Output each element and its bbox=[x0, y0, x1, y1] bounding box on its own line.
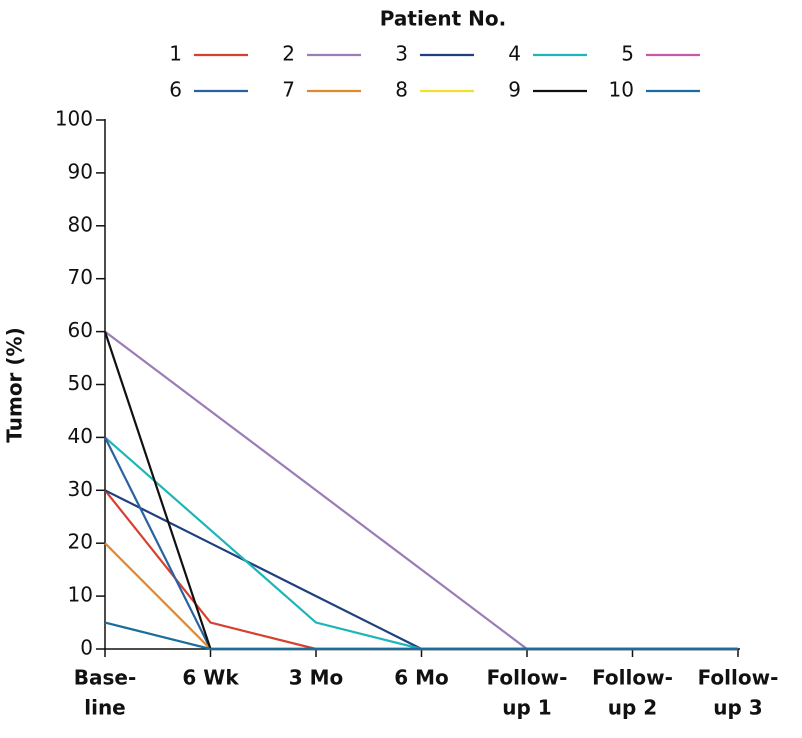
x-tick-label: 3 Mo bbox=[289, 666, 344, 690]
y-tick-label: 70 bbox=[68, 265, 93, 289]
legend-label: 3 bbox=[395, 42, 408, 66]
x-tick-label: Follow- bbox=[698, 666, 779, 690]
series-line bbox=[104, 621, 738, 651]
y-tick-label: 10 bbox=[68, 583, 93, 607]
x-tick-label: Follow- bbox=[487, 666, 568, 690]
x-tick-label: Base- bbox=[74, 666, 137, 690]
y-tick-label: 40 bbox=[68, 424, 93, 448]
x-tick-label: up 1 bbox=[502, 696, 551, 720]
x-tick-label: 6 Mo bbox=[394, 666, 449, 690]
legend-label: 10 bbox=[609, 78, 634, 102]
legend-label: 9 bbox=[508, 78, 521, 102]
x-tick-label: line bbox=[84, 696, 126, 720]
legend-label: 5 bbox=[621, 42, 634, 66]
y-tick-label: 60 bbox=[68, 318, 93, 342]
x-tick-label: Follow- bbox=[592, 666, 673, 690]
legend-label: 4 bbox=[508, 42, 521, 66]
y-tick-label: 20 bbox=[68, 530, 93, 554]
y-axis-label: Tumor (%) bbox=[3, 327, 27, 442]
y-tick-label: 0 bbox=[80, 636, 93, 660]
legend-label: 6 bbox=[169, 78, 182, 102]
series-line bbox=[104, 330, 738, 651]
series-line bbox=[104, 542, 738, 651]
x-tick-label: 6 Wk bbox=[182, 666, 239, 690]
y-tick-label: 50 bbox=[68, 371, 93, 395]
x-tick-label: up 3 bbox=[713, 696, 762, 720]
legend-label: 1 bbox=[169, 42, 182, 66]
y-tick-label: 80 bbox=[68, 212, 93, 236]
y-tick-label: 30 bbox=[68, 477, 93, 501]
legend-title: Patient No. bbox=[380, 7, 506, 31]
y-tick-label: 100 bbox=[55, 107, 93, 131]
x-tick-label: up 2 bbox=[608, 696, 657, 720]
legend-label: 8 bbox=[395, 78, 408, 102]
series-line bbox=[103, 331, 738, 651]
legend-label: 2 bbox=[282, 42, 295, 66]
y-tick-label: 90 bbox=[68, 159, 93, 183]
legend-label: 7 bbox=[282, 78, 295, 102]
